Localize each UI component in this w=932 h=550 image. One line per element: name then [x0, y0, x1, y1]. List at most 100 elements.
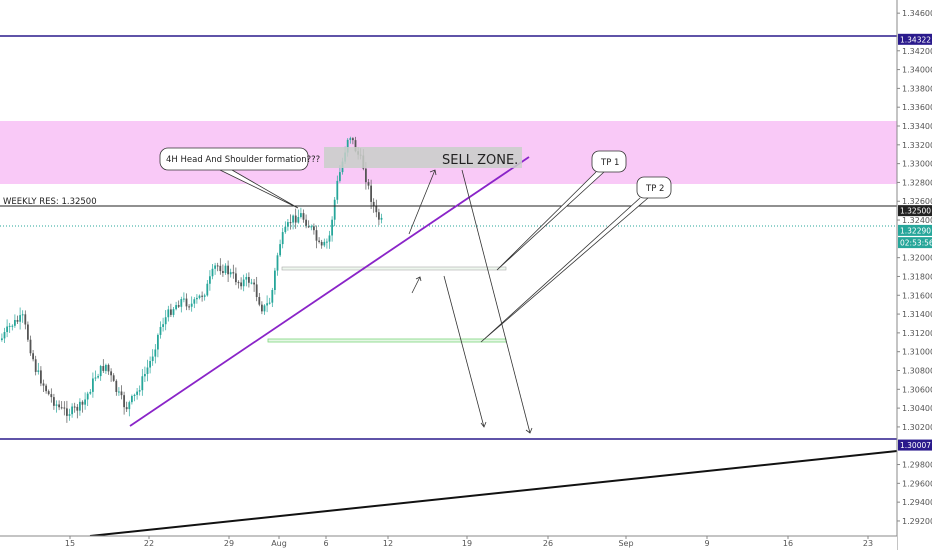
price-label-box: [898, 224, 932, 236]
candle-body: [271, 290, 274, 303]
candle-body: [183, 298, 185, 300]
candle-body: [84, 399, 86, 405]
projection-arrows: [408, 169, 533, 434]
candle-body: [248, 277, 250, 283]
candle-body: [105, 364, 107, 371]
long-term-trendline[interactable]: [89, 450, 898, 537]
tp1-box[interactable]: [281, 266, 507, 271]
candle-body: [209, 276, 211, 284]
candle-body: [255, 284, 258, 298]
time-tick-label: 12: [383, 539, 393, 548]
price-tick-label: 1.30600: [902, 385, 932, 394]
price-tick-label: 1.31600: [902, 291, 932, 300]
candle-body: [367, 182, 370, 186]
price-tick-label: 1.30400: [902, 404, 932, 413]
candle-body: [164, 317, 167, 325]
candle-body: [92, 378, 94, 392]
candle-body: [172, 309, 175, 315]
candle-body: [250, 282, 253, 284]
time-tick-label: 23: [863, 539, 873, 548]
time-tick-label: Sep: [618, 539, 633, 548]
candle-body: [125, 407, 128, 410]
candle-body: [245, 277, 248, 280]
sell-zone-label: SELL ZONE.: [442, 153, 518, 168]
candle-body: [66, 408, 68, 416]
candle-body: [206, 283, 209, 296]
candle-body: [365, 168, 367, 183]
candle-body: [320, 241, 323, 246]
price-axis-bg: [897, 0, 932, 550]
time-axis-bg: [0, 536, 897, 550]
candle-body: [237, 282, 240, 284]
candle-body: [19, 315, 21, 322]
price-tick-label: 1.33400: [902, 122, 932, 131]
price-tick-label: 1.29800: [902, 461, 932, 470]
candle-body: [188, 306, 190, 308]
candle-body: [180, 299, 183, 307]
candle-body: [323, 241, 326, 246]
candle-body: [146, 367, 149, 374]
candle-body: [159, 326, 162, 335]
candle-body: [86, 393, 89, 400]
candle-body: [261, 304, 263, 312]
price-tick-label: 1.33000: [902, 160, 932, 169]
candle-body: [16, 320, 19, 322]
candle-body: [68, 414, 71, 416]
candle-body: [372, 201, 375, 207]
price-tick-label: 1.34200: [902, 47, 932, 56]
sell-zone[interactable]: SELL ZONE.: [324, 147, 522, 168]
candle-body: [157, 334, 159, 350]
time-tick-label: 19: [462, 539, 472, 548]
candle-body: [276, 255, 279, 271]
time-tick-label: 16: [783, 539, 793, 548]
tp2-label: TP 2: [645, 184, 664, 194]
candle-body: [196, 297, 198, 300]
candle-body: [14, 320, 16, 326]
candle-body: [123, 395, 125, 408]
candle-body: [235, 273, 237, 283]
candle-body: [120, 391, 123, 396]
candle-body: [58, 404, 60, 408]
candle-body: [89, 391, 92, 394]
candle-body: [136, 391, 138, 395]
candle-body: [177, 305, 180, 307]
sell-zone-box: [324, 147, 522, 168]
candle-body: [45, 385, 47, 392]
price-tick-label: 1.31000: [902, 348, 932, 357]
candle-body: [268, 302, 271, 304]
weekly-res-label: WEEKLY RES: 1.32500: [3, 197, 97, 207]
price-tick-label: 1.29200: [902, 517, 932, 526]
price-tick-label: 1.29600: [902, 479, 932, 488]
tp2-callout[interactable]: TP 2: [480, 176, 672, 343]
candle-body: [227, 265, 229, 275]
candle-body: [21, 314, 24, 316]
hs-callout[interactable]: 4H Head And Shoulder formation???: [159, 147, 320, 209]
tp1-callout[interactable]: TP 1: [496, 150, 627, 271]
candle-body: [110, 371, 112, 376]
candle-body: [128, 402, 131, 410]
candle-body: [336, 180, 339, 200]
price-axis-ticks: 1.34600 1.34200 1.34000 1.33800 1.33600 1.334…: [897, 9, 932, 526]
uptrend-line[interactable]: [129, 156, 530, 427]
candle-body: [349, 138, 352, 140]
candle-body: [370, 185, 372, 202]
candle-body: [300, 213, 302, 218]
candle-body: [281, 232, 284, 245]
candle-body: [380, 217, 383, 220]
time-tick-label: 15: [65, 539, 75, 548]
candle-body: [328, 235, 331, 242]
candle-body: [375, 206, 378, 213]
candle-body: [331, 219, 333, 236]
price-label-text: 1.30007: [900, 441, 931, 450]
candle-body: [346, 139, 349, 153]
candle-body: [310, 226, 313, 228]
candle-body: [354, 140, 357, 152]
candle-body: [47, 391, 50, 395]
tp2-box[interactable]: [267, 338, 507, 343]
price-tick-label: 1.30800: [902, 366, 932, 375]
candle-body: [144, 373, 146, 377]
candle-body: [305, 219, 307, 227]
price-label-box: [898, 205, 932, 217]
candle-body: [11, 325, 14, 327]
